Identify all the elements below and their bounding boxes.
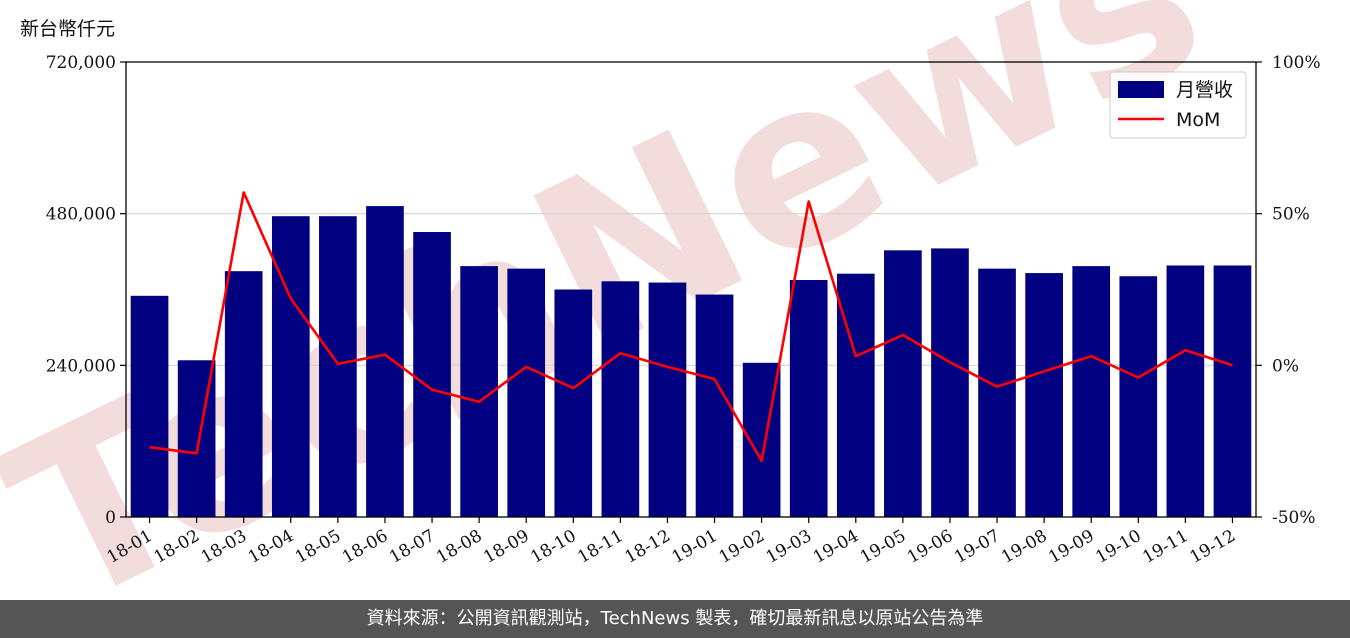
revenue-chart: TechNews 0240,000480,000720,000-50%0%50%… [0, 0, 1321, 600]
legend-label-mom: MoM [1176, 109, 1220, 131]
x-tick-label: 18-07 [386, 526, 438, 568]
revenue-bar [601, 281, 640, 517]
revenue-bar [224, 271, 263, 517]
x-tick-label: 19-07 [951, 526, 1003, 568]
revenue-bar [1025, 273, 1063, 517]
revenue-bar [1119, 276, 1158, 517]
x-tick-label: 19-09 [1045, 526, 1097, 568]
revenue-bar [1213, 265, 1252, 517]
x-tick-label: 19-08 [998, 526, 1050, 568]
y-right-tick-label: -50% [1272, 508, 1316, 528]
revenue-bar [789, 280, 828, 517]
mom-line [149, 191, 1233, 463]
x-tick-label: 19-12 [1187, 526, 1239, 568]
revenue-bar [366, 206, 404, 518]
revenue-bar [1166, 265, 1205, 517]
revenue-bar [271, 216, 310, 517]
x-tick-label: 19-01 [669, 526, 721, 568]
x-tick-label: 18-11 [574, 526, 626, 568]
revenue-bar [978, 268, 1016, 517]
x-tick-label: 19-06 [904, 526, 956, 568]
y-right-tick-label: 50% [1272, 205, 1310, 225]
legend-label-revenue: 月營收 [1176, 79, 1233, 101]
x-tick-label: 18-09 [480, 526, 532, 568]
legend: 月營收 MoM [1109, 71, 1247, 139]
x-tick-label: 19-10 [1092, 526, 1144, 568]
y-left-tick-label: 720,000 [46, 53, 116, 73]
revenue-bar [931, 248, 969, 517]
y-right-tick-label: 100% [1272, 53, 1321, 73]
y-left-tick-label: 480,000 [46, 205, 116, 225]
revenue-bar [1072, 266, 1111, 517]
x-tick-label: 18-12 [622, 526, 674, 568]
source-footer: 資料來源：公開資訊觀測站，TechNews 製表，確切最新訊息以原站公告為準 [0, 600, 1350, 638]
x-tick-label: 19-04 [810, 526, 862, 568]
x-tick-label: 18-10 [527, 526, 579, 568]
y-axis-unit-label: 新台幣仟元 [20, 18, 116, 40]
y-left-tick-label: 0 [105, 508, 116, 528]
revenue-bar [648, 282, 687, 517]
x-tick-label: 19-05 [857, 526, 909, 568]
x-tick-label: 19-03 [763, 526, 815, 568]
x-tick-label: 19-11 [1139, 526, 1191, 568]
revenue-bar [130, 295, 169, 517]
revenue-bar [319, 216, 357, 517]
y-left-tick-label: 240,000 [46, 356, 116, 376]
x-tick-label: 19-02 [716, 526, 768, 568]
revenue-bar [695, 294, 734, 517]
revenue-bar [413, 231, 451, 518]
plot-frame [125, 61, 1257, 518]
revenue-bar [884, 250, 922, 517]
y-right-tick-label: 0% [1272, 356, 1299, 376]
revenue-bar [507, 268, 546, 517]
legend-bar-swatch [1118, 81, 1164, 98]
revenue-bar [554, 289, 593, 517]
x-tick-label: 18-08 [433, 526, 485, 568]
